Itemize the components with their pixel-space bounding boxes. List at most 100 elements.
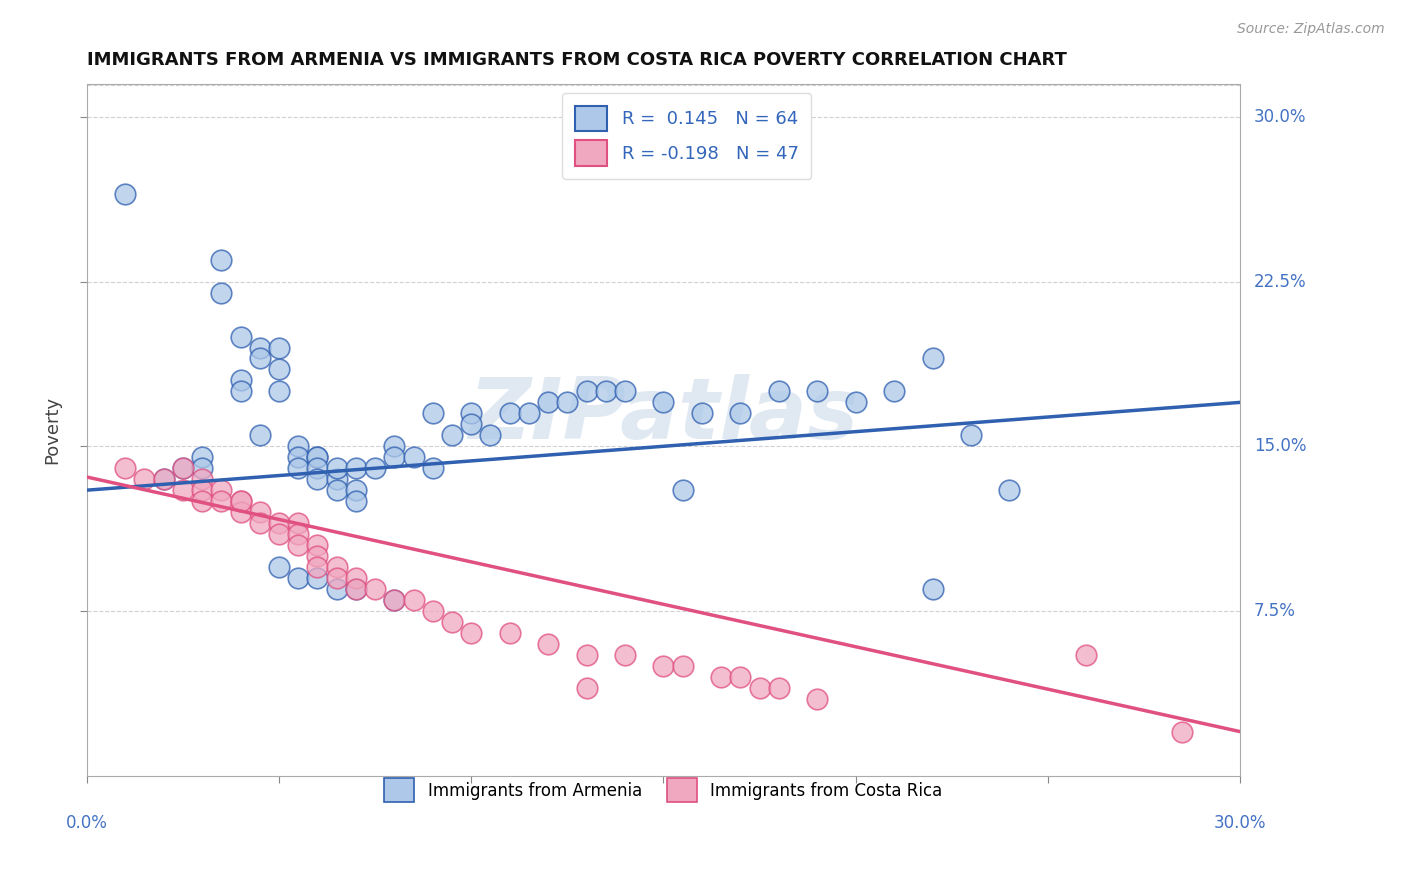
- Point: [307, 549, 329, 563]
- Text: 30.0%: 30.0%: [1254, 108, 1306, 126]
- Point: [325, 582, 347, 596]
- Point: [730, 406, 752, 420]
- Text: ZIPatlas: ZIPatlas: [468, 375, 859, 458]
- Point: [307, 450, 329, 465]
- Point: [191, 494, 214, 508]
- Text: 15.0%: 15.0%: [1254, 437, 1306, 455]
- Point: [422, 604, 444, 618]
- Point: [267, 527, 290, 541]
- Point: [114, 461, 136, 475]
- Point: [229, 329, 252, 343]
- Point: [191, 461, 214, 475]
- Point: [364, 461, 387, 475]
- Point: [249, 341, 271, 355]
- Text: Source: ZipAtlas.com: Source: ZipAtlas.com: [1237, 22, 1385, 37]
- Text: 30.0%: 30.0%: [1213, 814, 1267, 832]
- Point: [287, 538, 309, 552]
- Point: [382, 593, 405, 607]
- Point: [267, 560, 290, 574]
- Point: [460, 406, 482, 420]
- Point: [307, 571, 329, 585]
- Point: [209, 494, 232, 508]
- Point: [883, 384, 905, 399]
- Text: 7.5%: 7.5%: [1254, 602, 1296, 620]
- Point: [614, 648, 637, 662]
- Point: [517, 406, 540, 420]
- Point: [344, 571, 367, 585]
- Point: [267, 362, 290, 376]
- Point: [768, 384, 790, 399]
- Point: [806, 384, 828, 399]
- Point: [382, 450, 405, 465]
- Point: [402, 593, 425, 607]
- Point: [325, 472, 347, 486]
- Point: [152, 472, 174, 486]
- Point: [152, 472, 174, 486]
- Point: [537, 395, 560, 409]
- Point: [249, 351, 271, 366]
- Point: [325, 571, 347, 585]
- Legend: Immigrants from Armenia, Immigrants from Costa Rica: Immigrants from Armenia, Immigrants from…: [378, 772, 949, 809]
- Point: [172, 461, 194, 475]
- Point: [710, 670, 733, 684]
- Point: [614, 384, 637, 399]
- Point: [229, 494, 252, 508]
- Point: [672, 483, 695, 498]
- Point: [114, 186, 136, 201]
- Y-axis label: Poverty: Poverty: [44, 396, 60, 464]
- Point: [460, 417, 482, 432]
- Point: [229, 494, 252, 508]
- Point: [249, 516, 271, 530]
- Point: [344, 582, 367, 596]
- Point: [229, 384, 252, 399]
- Text: IMMIGRANTS FROM ARMENIA VS IMMIGRANTS FROM COSTA RICA POVERTY CORRELATION CHART: IMMIGRANTS FROM ARMENIA VS IMMIGRANTS FR…: [87, 51, 1067, 69]
- Point: [209, 483, 232, 498]
- Point: [748, 681, 770, 695]
- Point: [1076, 648, 1098, 662]
- Point: [441, 615, 464, 629]
- Point: [575, 681, 598, 695]
- Point: [267, 384, 290, 399]
- Point: [325, 560, 347, 574]
- Point: [672, 658, 695, 673]
- Point: [1171, 724, 1194, 739]
- Text: 22.5%: 22.5%: [1254, 273, 1306, 291]
- Point: [287, 527, 309, 541]
- Point: [382, 439, 405, 453]
- Point: [652, 395, 675, 409]
- Point: [344, 461, 367, 475]
- Point: [921, 351, 943, 366]
- Point: [325, 461, 347, 475]
- Point: [249, 428, 271, 442]
- Point: [307, 450, 329, 465]
- Point: [575, 384, 598, 399]
- Point: [557, 395, 579, 409]
- Point: [307, 538, 329, 552]
- Point: [402, 450, 425, 465]
- Point: [730, 670, 752, 684]
- Point: [267, 516, 290, 530]
- Point: [479, 428, 502, 442]
- Point: [287, 450, 309, 465]
- Point: [249, 505, 271, 519]
- Point: [460, 625, 482, 640]
- Point: [307, 472, 329, 486]
- Point: [690, 406, 713, 420]
- Point: [307, 461, 329, 475]
- Point: [287, 439, 309, 453]
- Point: [998, 483, 1021, 498]
- Point: [344, 494, 367, 508]
- Point: [267, 341, 290, 355]
- Point: [499, 625, 522, 640]
- Point: [287, 461, 309, 475]
- Point: [191, 450, 214, 465]
- Point: [652, 658, 675, 673]
- Point: [422, 461, 444, 475]
- Point: [209, 285, 232, 300]
- Point: [325, 483, 347, 498]
- Point: [344, 582, 367, 596]
- Point: [229, 505, 252, 519]
- Point: [134, 472, 156, 486]
- Point: [921, 582, 943, 596]
- Point: [191, 483, 214, 498]
